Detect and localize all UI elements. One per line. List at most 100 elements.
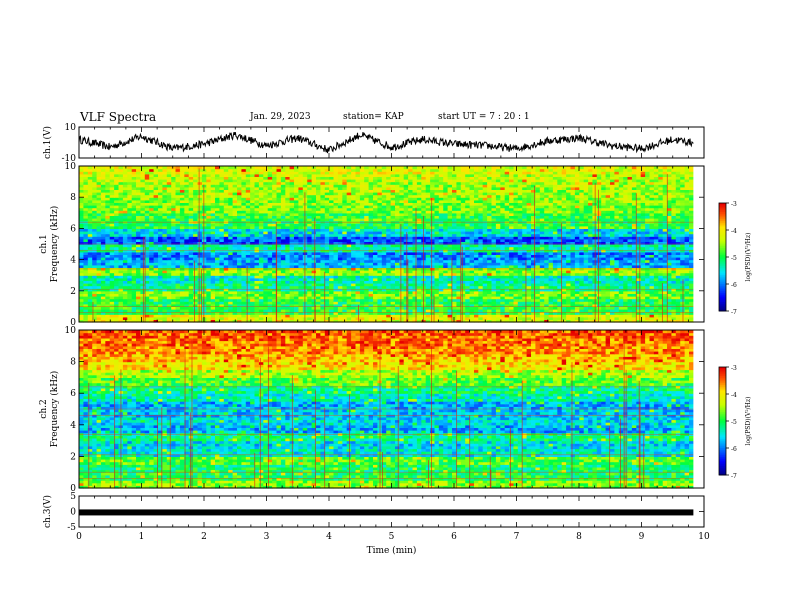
spectrogram-cell	[456, 288, 462, 292]
spectrogram-cell	[469, 316, 475, 320]
spectrogram-cell	[153, 280, 159, 284]
spectrogram-cell	[153, 301, 159, 305]
spectrogram-cell	[263, 262, 269, 266]
spectrogram-cell	[359, 264, 365, 268]
spectrogram-cell	[232, 316, 238, 320]
spectrogram-cell	[333, 283, 339, 287]
spectrogram-cell	[368, 311, 374, 315]
spectrogram-cell	[109, 257, 115, 261]
spectrogram-cell	[583, 280, 589, 284]
spectrogram-cell	[158, 249, 163, 253]
spectrogram-cell	[381, 249, 387, 253]
spectrogram-cell	[390, 262, 396, 266]
spectrogram-cell	[241, 311, 247, 315]
spectrogram-cell	[136, 275, 141, 279]
spectrogram-cell	[316, 283, 321, 287]
spectrogram-cell	[513, 314, 519, 318]
spectrogram-cell	[640, 288, 646, 292]
spectrogram-cell	[438, 251, 444, 255]
spectrogram-cell	[100, 309, 106, 313]
spectrogram-cell	[351, 280, 357, 284]
spectrogram-cell	[474, 303, 479, 307]
spectrogram-cell	[351, 251, 357, 255]
spectrogram-cell	[636, 280, 642, 284]
spectrogram-cell	[258, 280, 264, 284]
spectrogram-cell	[552, 296, 558, 300]
spectrogram-cell	[640, 319, 646, 323]
spectrogram-cell	[552, 270, 558, 274]
spectrogram-cell	[118, 264, 124, 268]
spectrogram-cell	[452, 270, 457, 274]
spectrogram-cell	[430, 249, 436, 253]
spectrogram-cell	[395, 290, 400, 294]
spectrogram-cell	[96, 262, 102, 266]
spectrogram-cell	[92, 283, 98, 287]
spectrogram-cell	[223, 251, 229, 255]
spectrogram-cell	[311, 314, 317, 318]
spectrogram-cell	[552, 314, 558, 318]
spectrogram-cell	[430, 309, 436, 313]
spectrogram-cell	[285, 272, 291, 276]
spectrogram-cell	[381, 275, 387, 279]
spectrogram-cell	[153, 296, 159, 300]
spectrogram-cell	[223, 314, 229, 318]
spectrogram-cell	[228, 316, 234, 320]
spectrogram-cell	[377, 311, 383, 315]
spectrogram-cell	[175, 298, 181, 302]
spectrogram-cell	[158, 296, 163, 300]
spectrogram-cell	[495, 285, 501, 289]
spectrogram-cell	[118, 301, 124, 305]
spectrogram-cell	[364, 280, 370, 284]
spectrogram-cell	[105, 264, 111, 268]
spectrogram-cell	[364, 254, 370, 258]
spectrogram-cell	[469, 249, 475, 253]
spectrogram-cell	[566, 283, 572, 287]
spectrogram-cell	[623, 306, 629, 310]
spectrogram-cell	[373, 254, 378, 258]
spectrogram-cell	[258, 298, 264, 302]
spectrogram-cell	[149, 311, 155, 315]
spectrogram-cell	[548, 293, 554, 297]
spectrogram-cell	[403, 293, 409, 297]
spectrogram-cell	[399, 259, 405, 263]
spectrogram-cell	[210, 277, 216, 281]
spectrogram-cell	[399, 296, 405, 300]
spectrogram-cell	[421, 259, 427, 263]
spectrogram-cell	[79, 280, 84, 284]
spectrogram-cell	[96, 314, 102, 318]
spectrogram-cell	[140, 314, 146, 318]
spectrogram-cell	[359, 301, 365, 305]
spectrogram-cell	[631, 296, 637, 300]
spectrogram-cell	[131, 309, 137, 313]
spectrogram-cell	[245, 306, 251, 310]
spectrogram-cell	[623, 272, 629, 276]
spectrogram-cell	[162, 301, 168, 305]
spectrogram-cell	[162, 288, 168, 292]
spectrogram-cell	[122, 309, 128, 313]
spectrogram-cell	[320, 311, 326, 315]
spectrogram-cell	[421, 257, 427, 261]
spectrogram-cell	[276, 283, 282, 287]
spectrogram-cell	[333, 270, 339, 274]
spectrogram-cell	[482, 288, 488, 292]
spectrogram-cell	[425, 306, 431, 310]
spectrogram-cell	[526, 314, 532, 318]
spectrogram-cell	[92, 293, 98, 297]
spectrogram-cell	[684, 298, 690, 302]
spectrogram-cell	[201, 272, 207, 276]
spectrogram-cell	[500, 259, 506, 263]
spectrogram-cell	[636, 259, 642, 263]
spectrogram-cell	[522, 306, 528, 310]
spectrogram-cell	[179, 296, 185, 300]
spectrogram-cell	[474, 251, 479, 255]
spectrogram-cell	[623, 270, 629, 274]
spectrogram-cell	[557, 306, 563, 310]
spectrogram-cell	[324, 288, 330, 292]
spectrogram-cell	[232, 288, 238, 292]
spectrogram-cell	[118, 316, 124, 320]
spectrogram-cell	[329, 251, 335, 255]
spectrogram-cell	[636, 251, 642, 255]
spectrogram-cell	[482, 272, 488, 276]
spectrogram-cell	[588, 298, 594, 302]
spectrogram-cell	[610, 251, 615, 255]
